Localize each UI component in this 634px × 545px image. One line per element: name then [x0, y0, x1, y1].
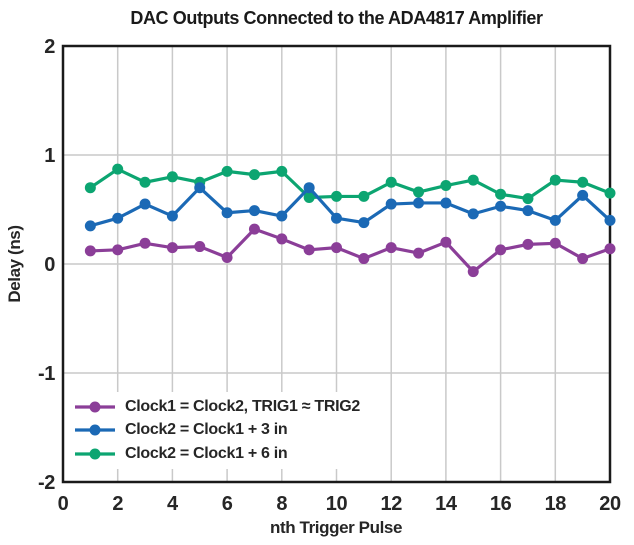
data-point — [331, 190, 342, 202]
legend-swatch-blue — [75, 424, 115, 436]
data-point — [522, 205, 534, 217]
data-point — [604, 214, 616, 226]
y-tick-label: -2 — [38, 472, 55, 494]
data-point — [276, 210, 288, 222]
data-point — [549, 237, 561, 249]
data-point — [604, 243, 616, 255]
data-point — [522, 238, 534, 250]
data-point — [440, 180, 452, 192]
data-point — [467, 174, 479, 186]
legend-swatch-green — [75, 448, 115, 460]
data-point — [467, 208, 479, 220]
data-point — [139, 198, 151, 210]
data-point — [221, 207, 233, 219]
data-point — [440, 236, 452, 248]
legend-label: Clock1 = Clock2, TRIG1 ≈ TRIG2 — [125, 397, 360, 415]
data-point — [84, 182, 96, 194]
x-tick-label: 12 — [380, 493, 402, 515]
data-point — [358, 190, 370, 202]
data-point — [385, 242, 397, 254]
data-point — [358, 217, 370, 229]
data-point — [303, 182, 315, 194]
data-point — [577, 253, 589, 265]
y-tick-label: 2 — [44, 36, 55, 58]
data-point — [467, 266, 479, 278]
data-point — [331, 242, 342, 254]
data-point — [604, 187, 616, 199]
data-point — [495, 244, 507, 256]
legend-item-clock1-eq-clock2: Clock1 = Clock2, TRIG1 ≈ TRIG2 — [74, 395, 360, 419]
data-point — [413, 186, 425, 198]
data-point — [522, 193, 534, 205]
data-point — [303, 244, 315, 256]
data-point — [248, 205, 260, 217]
data-point — [549, 174, 561, 186]
chart-title: DAC Outputs Connected to the ADA4817 Amp… — [130, 8, 543, 28]
data-point — [139, 237, 151, 249]
y-axis-label: Delay (ns) — [5, 225, 24, 302]
data-point — [577, 176, 589, 188]
x-tick-label: 16 — [490, 493, 512, 515]
data-point — [495, 188, 507, 200]
data-point — [112, 244, 124, 256]
data-point — [385, 198, 397, 210]
y-tick-label: -1 — [38, 363, 55, 385]
plot-frame — [61, 44, 612, 484]
data-point — [139, 176, 151, 188]
y-tick-label: 0 — [44, 254, 55, 276]
data-point — [331, 212, 342, 224]
data-point — [495, 200, 507, 212]
x-tick-label: 14 — [435, 493, 458, 515]
x-axis-label: nth Trigger Pulse — [270, 518, 402, 537]
data-point — [166, 210, 178, 222]
data-point — [303, 192, 315, 204]
data-point — [413, 247, 425, 259]
data-point — [248, 223, 260, 235]
data-point — [84, 245, 96, 257]
data-point — [358, 253, 370, 265]
y-tick-label: 1 — [44, 145, 55, 167]
x-tick-label: 4 — [167, 493, 179, 515]
legend-item-clock2-plus-3in: Clock2 = Clock1 + 3 in — [74, 419, 360, 443]
data-point — [577, 189, 589, 201]
data-point — [385, 176, 397, 188]
data-point — [112, 163, 124, 175]
x-tick-label: 2 — [112, 493, 123, 515]
x-tick-label: 8 — [276, 493, 287, 515]
data-point — [276, 165, 288, 177]
data-point — [248, 169, 260, 181]
x-tick-label: 10 — [326, 493, 348, 515]
data-point — [84, 220, 96, 232]
legend-label: Clock2 = Clock1 + 3 in — [125, 421, 288, 439]
series-line — [89, 186, 612, 228]
data-point — [166, 171, 178, 183]
legend-swatch-purple — [75, 401, 115, 413]
legend-label: Clock2 = Clock1 + 6 in — [125, 444, 288, 462]
data-point — [194, 182, 206, 194]
data-point — [221, 251, 233, 263]
legend-item-clock2-plus-6in: Clock2 = Clock1 + 6 in — [74, 442, 360, 466]
data-point — [440, 197, 452, 209]
data-point — [276, 233, 288, 245]
x-tick-label: 6 — [222, 493, 233, 515]
data-point — [413, 197, 425, 209]
data-point — [549, 214, 561, 226]
data-point — [221, 165, 233, 177]
x-tick-label: 0 — [58, 493, 69, 515]
data-point — [166, 242, 178, 254]
x-tick-label: 18 — [545, 493, 567, 515]
legend: Clock1 = Clock2, TRIG1 ≈ TRIG2 Clock2 = … — [70, 392, 372, 469]
data-point — [112, 212, 124, 224]
x-tick-label: 20 — [599, 493, 621, 515]
data-point — [194, 241, 206, 253]
